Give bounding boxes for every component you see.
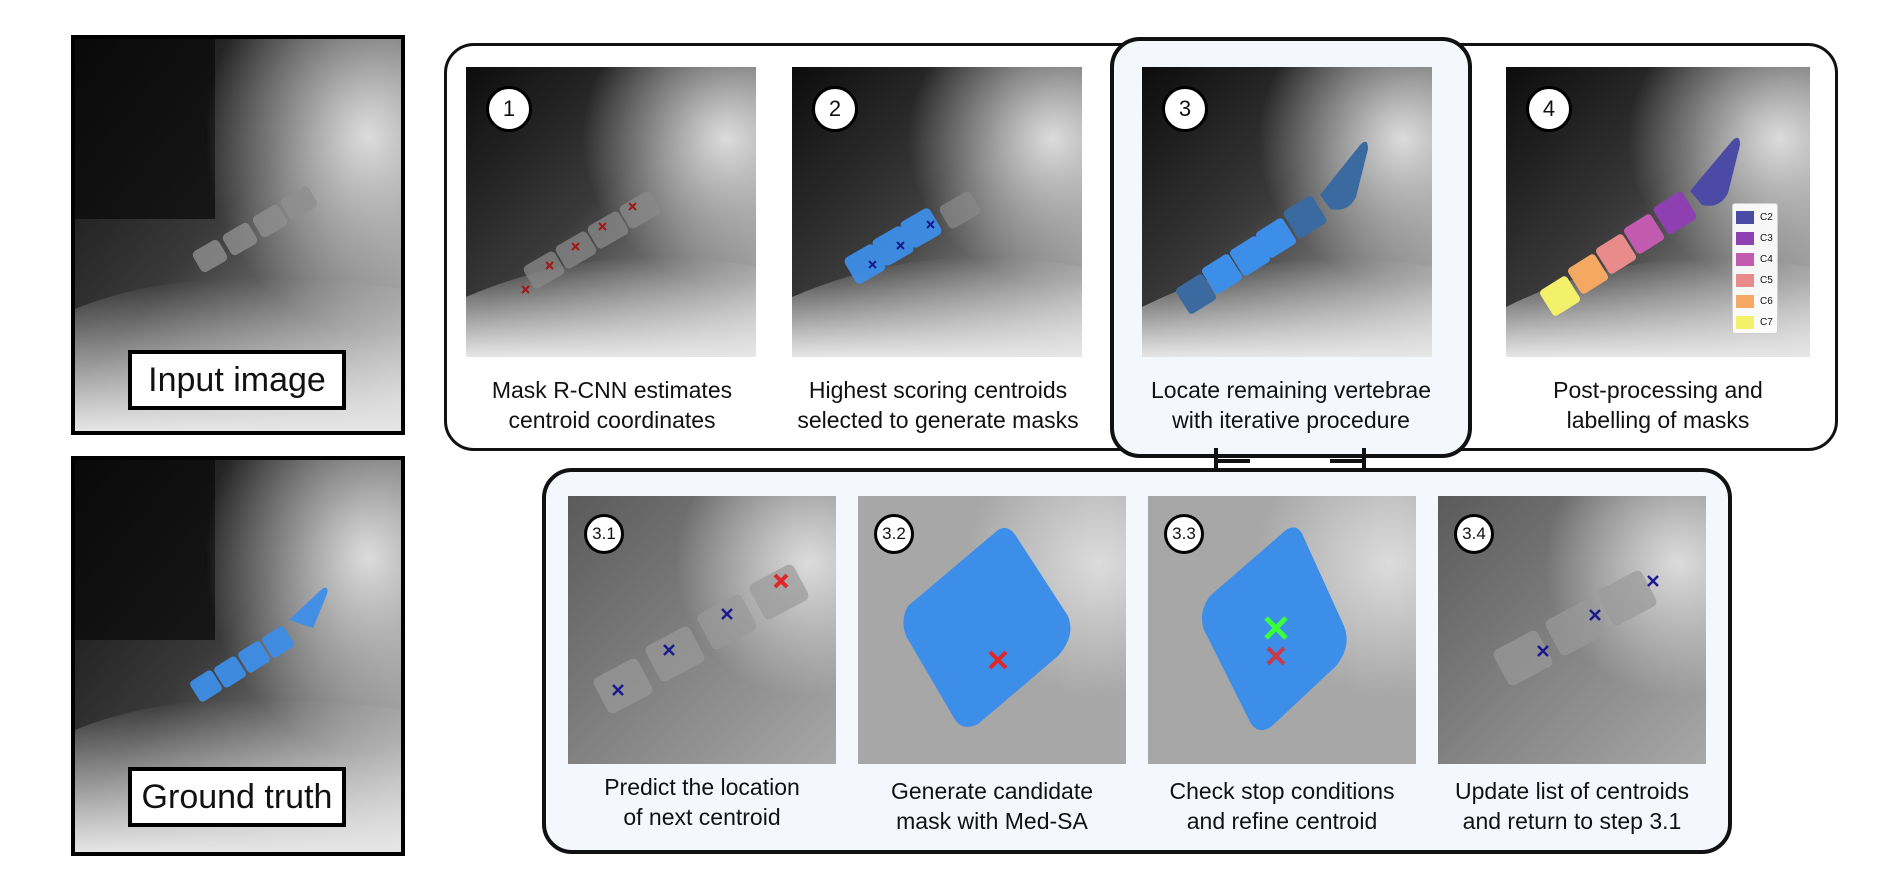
ground-truth-label: Ground truth [128, 767, 346, 827]
step-1-caption-line1: Mask R-CNN estimates [491, 377, 733, 403]
step-4-number: 4 [1542, 96, 1556, 121]
step-2-masks [844, 208, 942, 284]
legend-item-c2: C2 [1736, 207, 1774, 228]
step-2-centroids [868, 220, 935, 269]
substep-3-3-caption-line2: and refine centroid [1186, 808, 1378, 834]
substep-3-1-number: 3.1 [592, 524, 616, 543]
step-1-centroids [521, 202, 637, 294]
substep-3-3-old-centroid [1266, 646, 1286, 666]
legend-label-c2: C2 [1760, 212, 1773, 223]
substep-3-1-caption-line1: Predict the location [604, 774, 800, 800]
legend-swatch-c2 [1736, 211, 1754, 224]
legend-item-c5: C5 [1736, 270, 1774, 291]
substep-3-4-centroids [1537, 575, 1659, 657]
step-2-caption-line2: selected to generate masks [797, 407, 1079, 433]
legend-label-c4: C4 [1760, 254, 1773, 265]
step-2-number: 2 [828, 96, 842, 121]
substep-3-1-centroids [612, 608, 733, 696]
substep-3-3-caption-line1: Check stop conditions [1169, 778, 1395, 804]
substep-3-2-badge: 3.2 [874, 514, 914, 554]
step-1-caption: Mask R-CNN estimates centroid coordinate… [452, 375, 772, 435]
ground-truth-label-text: Ground truth [141, 777, 333, 816]
substep-3-2-number: 3.2 [882, 524, 906, 543]
input-image-label: Input image [128, 350, 346, 410]
step-4-caption-line1: Post-processing and [1553, 377, 1763, 403]
step-2-caption: Highest scoring centroids selected to ge… [778, 375, 1098, 435]
substep-3-3-number: 3.3 [1172, 524, 1196, 543]
legend-item-c3: C3 [1736, 228, 1774, 249]
step-3-caption-line2: with iterative procedure [1172, 407, 1410, 433]
legend-label-c7: C7 [1760, 317, 1773, 328]
step-1-caption-line2: centroid coordinates [508, 407, 716, 433]
substep-3-2-caption-line1: Generate candidate [890, 778, 1094, 804]
substep-3-3-refined-centroid [1264, 616, 1288, 640]
legend-swatch-c3 [1736, 232, 1754, 245]
legend-label-c5: C5 [1760, 275, 1773, 286]
substep-3-1-caption: Predict the location of next centroid [552, 772, 852, 832]
legend-swatch-c7 [1736, 316, 1754, 329]
step-1-number: 1 [502, 96, 516, 121]
step-4-badge: 4 [1526, 86, 1572, 132]
ground-truth-masks [190, 587, 328, 702]
step-4-caption: Post-processing and labelling of masks [1498, 375, 1818, 435]
substep-3-1-badge: 3.1 [584, 514, 624, 554]
substep-3-4-number: 3.4 [1462, 524, 1486, 543]
step-3-caption-line1: Locate remaining vertebrae [1151, 377, 1431, 403]
substep-3-1-caption-line2: of next centroid [623, 804, 781, 830]
legend-item-c4: C4 [1736, 249, 1774, 270]
substep-3-4-image [1438, 496, 1706, 764]
substep-3-2-caption-line2: mask with Med-SA [896, 808, 1088, 834]
legend-swatch-c4 [1736, 253, 1754, 266]
step-4-caption-line2: labelling of masks [1566, 407, 1750, 433]
substep-3-4-badge: 3.4 [1454, 514, 1494, 554]
substep-3-3-caption: Check stop conditions and refine centroi… [1132, 776, 1432, 836]
substep-3-2-caption: Generate candidate mask with Med-SA [842, 776, 1142, 836]
substep-3-2-centroid [988, 650, 1008, 670]
substep-3-4-caption-line1: Update list of centroids [1455, 778, 1689, 804]
substep-3-2-candidate-mask [903, 528, 1071, 727]
step-4-labelled-masks [1539, 137, 1740, 316]
step-3-masks [1175, 141, 1368, 314]
legend-item-c7: C7 [1736, 312, 1774, 333]
step-2-badge: 2 [812, 86, 858, 132]
step-3-number: 3 [1178, 96, 1192, 121]
vertebra-legend: C2 C3 C4 C5 C6 C7 [1732, 203, 1778, 334]
legend-item-c6: C6 [1736, 291, 1774, 312]
legend-label-c6: C6 [1760, 296, 1773, 307]
substep-3-4-caption: Update list of centroids and return to s… [1422, 776, 1722, 836]
legend-swatch-c6 [1736, 295, 1754, 308]
step-1-badge: 1 [486, 86, 532, 132]
substep-3-3-badge: 3.3 [1164, 514, 1204, 554]
step-3-caption: Locate remaining vertebrae with iterativ… [1128, 375, 1454, 435]
step-2-caption-line1: Highest scoring centroids [808, 377, 1068, 403]
ground-truth-frame [71, 456, 405, 856]
substep-3-4-caption-line2: and return to step 3.1 [1462, 808, 1682, 834]
step-3-badge: 3 [1162, 86, 1208, 132]
legend-swatch-c5 [1736, 274, 1754, 287]
input-image-label-text: Input image [148, 360, 326, 399]
legend-label-c3: C3 [1760, 233, 1773, 244]
substep-3-1-predicted-centroid [773, 573, 789, 589]
